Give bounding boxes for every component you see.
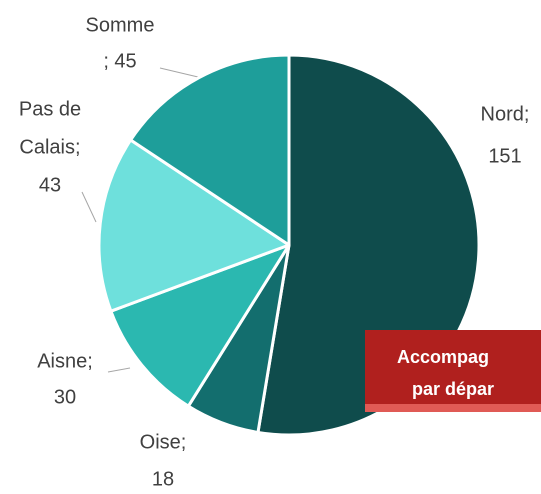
pie-slice [97, 138, 291, 313]
data-label: 30 [54, 386, 76, 408]
data-label: Nord; [481, 103, 530, 125]
data-label: Pas de [19, 98, 81, 120]
data-label: Somme [86, 14, 155, 36]
leader-line [81, 191, 97, 223]
data-label: Oise; [140, 431, 187, 453]
banner-text: par dépar [412, 379, 494, 399]
banner [365, 330, 541, 404]
data-label: 43 [39, 174, 61, 196]
banner-text: Accompag [397, 347, 489, 367]
leader-line [159, 67, 199, 78]
pie-slice [109, 243, 291, 408]
data-label: 151 [488, 145, 521, 167]
data-label: 18 [152, 468, 174, 490]
pie-slice [129, 53, 291, 247]
banner-shadow [365, 402, 541, 412]
data-label: Aisne; [37, 350, 93, 372]
leader-line [107, 367, 131, 373]
data-label: Calais; [19, 136, 80, 158]
data-label: ; 45 [103, 50, 136, 72]
